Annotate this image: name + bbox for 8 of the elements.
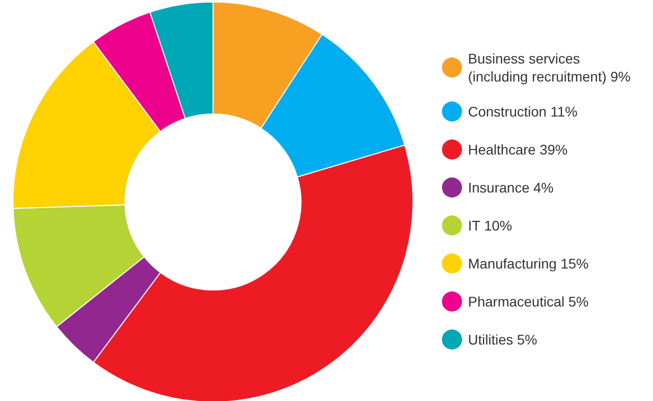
legend-label: IT 10% xyxy=(468,218,512,234)
legend-label: Healthcare 39% xyxy=(468,142,568,158)
legend-label: Pharmaceutical 5% xyxy=(468,294,589,310)
legend-label: Business services (including recruitment) 9% xyxy=(468,50,631,84)
legend-label: Manufacturing 15% xyxy=(468,256,589,272)
legend-label: Insurance 4% xyxy=(468,180,554,196)
legend-label: Utilities 5% xyxy=(468,332,538,348)
legend-label: Construction 11% xyxy=(468,104,578,120)
